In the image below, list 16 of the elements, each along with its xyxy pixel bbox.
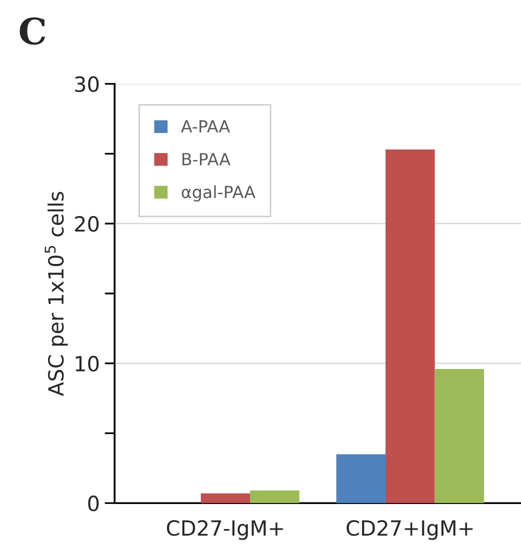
bar [386, 150, 435, 504]
bar [250, 490, 300, 504]
bar [336, 454, 386, 504]
bar [434, 368, 484, 504]
y-tick-label: 20 [75, 216, 99, 232]
y-tick-label: 10 [76, 356, 99, 372]
chart-title: C [20, 17, 46, 45]
y-tick-label: 30 [75, 76, 99, 92]
x-tick-label: CD27-IgM+ [166, 520, 283, 540]
x-tick-label: CD27+IgM+ [346, 520, 473, 540]
legend-label: B-PAA [182, 153, 230, 166]
legend-label: A-PAA [181, 120, 230, 132]
y-tick-label: 0 [88, 496, 99, 512]
legend-label: αgal-PAA [182, 185, 256, 202]
y-axis-title: ASC per 1x10$^{5}$ cells [44, 192, 68, 396]
bar [200, 493, 250, 504]
